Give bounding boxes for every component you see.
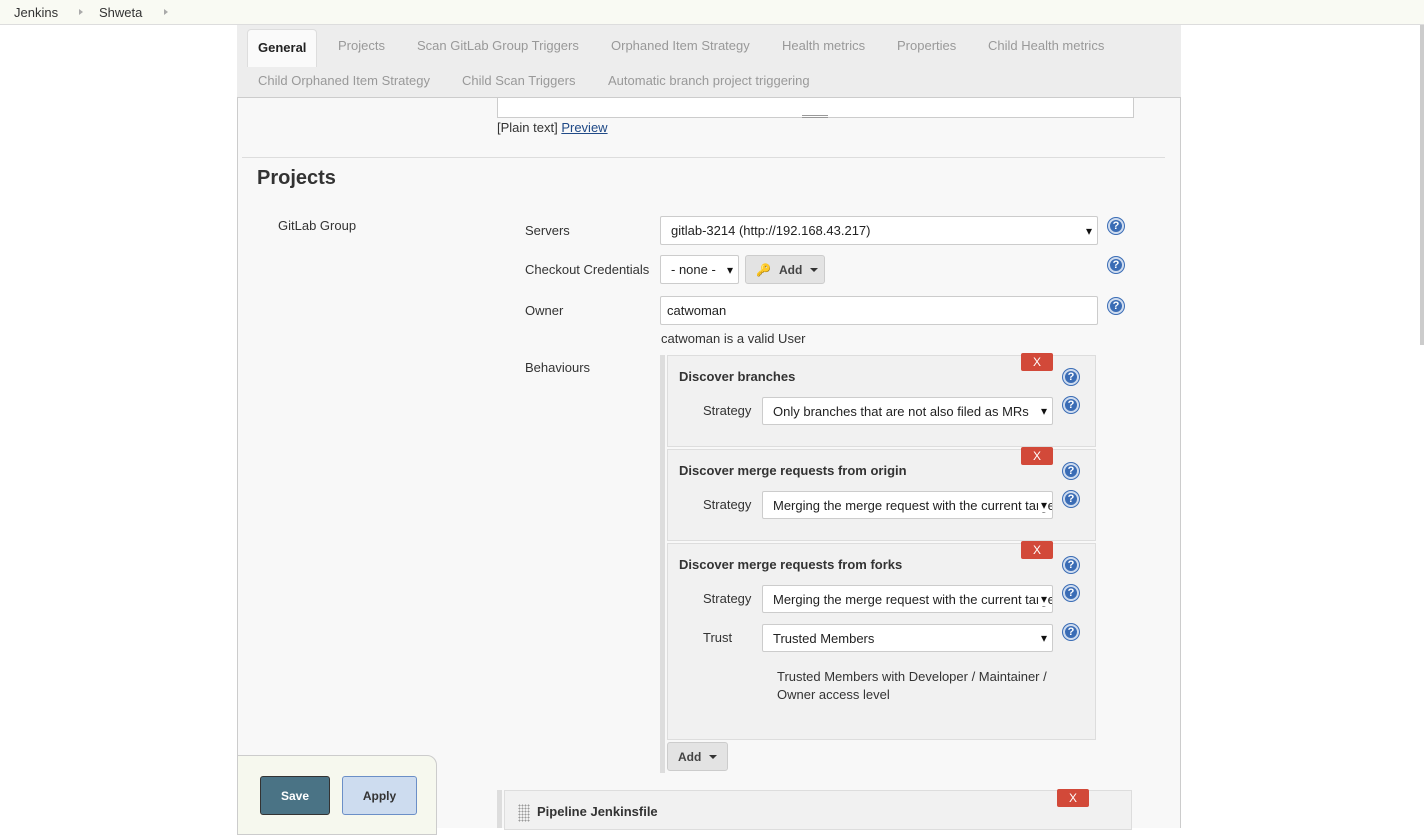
source-type-label: GitLab Group: [278, 218, 357, 233]
preview-link[interactable]: Preview: [561, 120, 608, 135]
help-icon[interactable]: ?: [1108, 298, 1124, 314]
tab-child-scan-triggers[interactable]: Child Scan Triggers: [462, 73, 576, 88]
help-icon[interactable]: ?: [1063, 585, 1079, 601]
help-icon[interactable]: ?: [1063, 369, 1079, 385]
tab-bar: General Projects Scan GitLab Group Trigg…: [237, 25, 1181, 98]
credentials-value: - none -: [671, 262, 716, 277]
owner-validation: catwoman is a valid User: [661, 331, 806, 346]
trust-description: Trusted Members with Developer / Maintai…: [777, 669, 1047, 702]
caret-down-icon: [810, 267, 819, 272]
help-icon[interactable]: ?: [1063, 624, 1079, 640]
remove-button[interactable]: X: [1021, 447, 1053, 465]
format-label: [Plain text]: [497, 120, 558, 135]
add-credentials-button[interactable]: 🔑 Add: [745, 255, 825, 284]
trust-select[interactable]: Trusted Members: [762, 624, 1053, 652]
trust-value: Trusted Members: [773, 630, 875, 646]
key-icon: 🔑: [756, 262, 771, 277]
pipeline-bar: [497, 790, 502, 828]
remove-button[interactable]: X: [1021, 541, 1053, 559]
help-icon[interactable]: ?: [1063, 557, 1079, 573]
add-label: Add: [678, 749, 702, 764]
strategy-value: Merging the merge request with the curre…: [773, 591, 1052, 607]
tab-projects[interactable]: Projects: [338, 38, 385, 53]
credentials-select[interactable]: - none -: [660, 255, 739, 284]
strategy-select[interactable]: Merging the merge request with the curre…: [762, 585, 1053, 613]
owner-label: Owner: [525, 303, 564, 318]
behaviour-title: Discover merge requests from origin: [679, 463, 907, 478]
tab-orphaned-item-strategy[interactable]: Orphaned Item Strategy: [611, 38, 750, 53]
breadcrumb: Jenkins Shweta: [0, 0, 1424, 25]
owner-input[interactable]: catwoman: [660, 296, 1098, 325]
servers-label: Servers: [525, 223, 570, 238]
tab-automatic-branch-triggering[interactable]: Automatic branch project triggering: [608, 73, 810, 88]
chevron-right-icon: [164, 9, 168, 15]
caret-down-icon: [709, 754, 718, 759]
tab-scan-triggers[interactable]: Scan GitLab Group Triggers: [417, 38, 579, 53]
strategy-select[interactable]: Merging the merge request with the curre…: [762, 491, 1053, 519]
behaviour-title: Discover branches: [679, 369, 796, 384]
help-icon[interactable]: ?: [1063, 397, 1079, 413]
breadcrumb-shweta[interactable]: Shweta: [99, 5, 143, 20]
breadcrumb-jenkins[interactable]: Jenkins: [14, 5, 59, 20]
pipeline-title: Pipeline Jenkinsfile: [537, 804, 658, 819]
tab-health-metrics[interactable]: Health metrics: [782, 38, 866, 53]
behaviour-title: Discover merge requests from forks: [679, 557, 903, 572]
drag-handle-icon[interactable]: [518, 804, 530, 822]
help-icon[interactable]: ?: [1063, 463, 1079, 479]
resize-handle[interactable]: [802, 115, 828, 118]
strategy-label: Strategy: [703, 591, 752, 606]
credentials-label: Checkout Credentials: [525, 262, 650, 277]
servers-value: gitlab-3214 (http://192.168.43.217): [671, 223, 871, 238]
help-icon[interactable]: ?: [1108, 218, 1124, 234]
servers-select[interactable]: gitlab-3214 (http://192.168.43.217): [660, 216, 1098, 245]
remove-button[interactable]: X: [1057, 789, 1089, 807]
strategy-label: Strategy: [703, 403, 752, 418]
tab-general[interactable]: General: [247, 29, 318, 67]
strategy-value: Only branches that are not also filed as…: [773, 403, 1029, 419]
add-behaviour-button[interactable]: Add: [667, 742, 728, 771]
behaviours-label: Behaviours: [525, 360, 591, 375]
strategy-value: Merging the merge request with the curre…: [773, 497, 1052, 513]
help-icon[interactable]: ?: [1108, 257, 1124, 273]
strategy-label: Strategy: [703, 497, 752, 512]
trust-label: Trust: [703, 630, 733, 645]
scrollbar[interactable]: [1420, 25, 1424, 345]
section-title: Projects: [257, 167, 336, 189]
owner-value: catwoman: [667, 303, 727, 318]
tab-properties[interactable]: Properties: [897, 38, 957, 53]
divider: [242, 157, 1165, 158]
add-label: Add: [778, 262, 803, 277]
behaviours-bar: [660, 355, 665, 773]
chevron-right-icon: [79, 9, 83, 15]
tab-child-orphaned-item-strategy[interactable]: Child Orphaned Item Strategy: [258, 73, 430, 88]
tab-child-health-metrics[interactable]: Child Health metrics: [988, 38, 1105, 53]
save-button[interactable]: Save: [260, 776, 330, 815]
strategy-select[interactable]: Only branches that are not also filed as…: [762, 397, 1053, 425]
apply-button[interactable]: Apply: [342, 776, 417, 815]
remove-button[interactable]: X: [1021, 353, 1053, 371]
help-icon[interactable]: ?: [1063, 491, 1079, 507]
